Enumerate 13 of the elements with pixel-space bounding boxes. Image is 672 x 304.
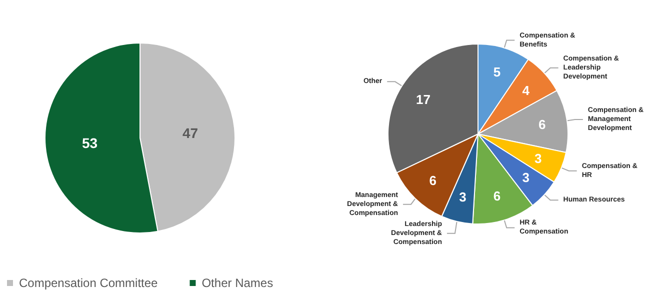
- data-label: 4: [522, 82, 530, 98]
- data-label: 53: [82, 134, 98, 151]
- data-label: 17: [416, 92, 430, 107]
- data-label: 5: [493, 64, 501, 80]
- data-label: 6: [538, 116, 546, 132]
- legend-label: Compensation Committee: [19, 276, 158, 290]
- data-label: 3: [522, 170, 530, 186]
- data-label: 6: [429, 172, 436, 188]
- data-label: 3: [459, 189, 466, 204]
- data-label: 6: [493, 188, 501, 204]
- data-label: 47: [182, 125, 198, 142]
- legend-label: Other Names: [202, 276, 274, 290]
- data-label: 3: [534, 150, 542, 166]
